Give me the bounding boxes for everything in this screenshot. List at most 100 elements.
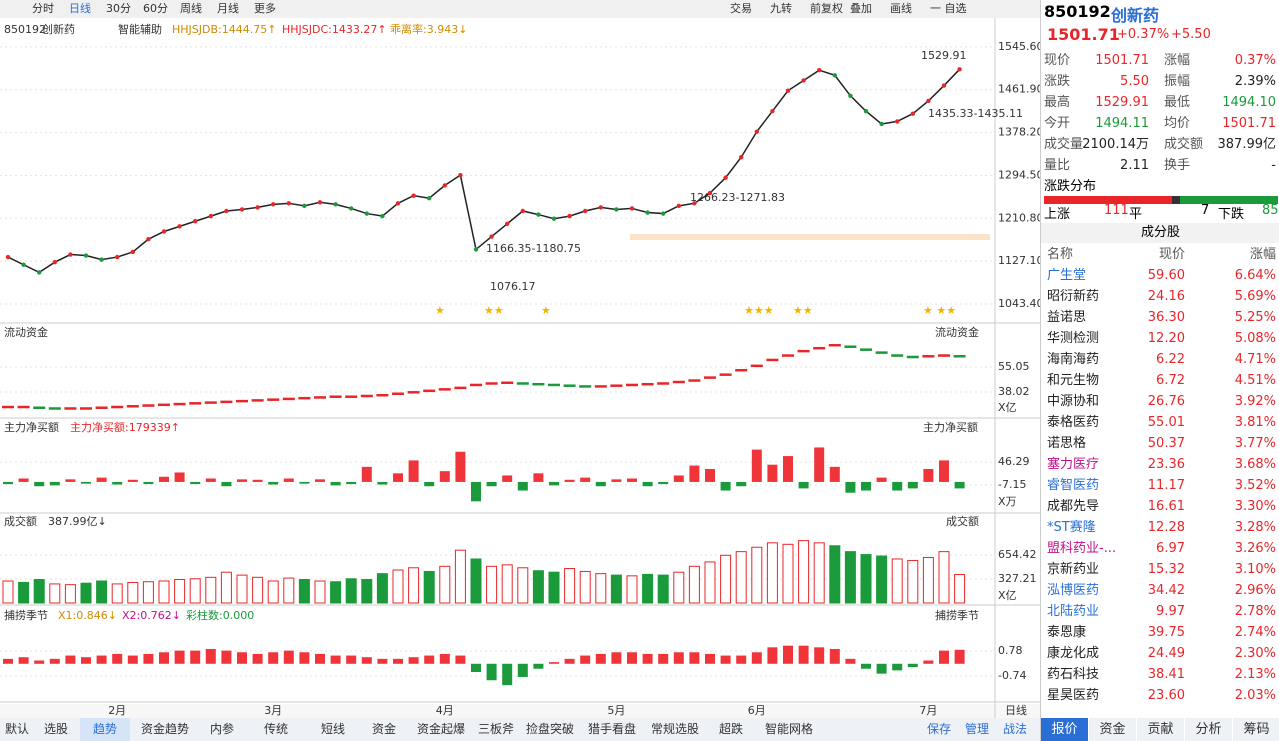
volume-bar xyxy=(252,576,264,604)
cons-row[interactable]: 睿智医药 11.17 3.52% xyxy=(1041,475,1279,496)
toolbar-tool: 交易 xyxy=(730,1,752,15)
cons-row[interactable]: 药石科技 38.41 2.13% xyxy=(1041,664,1279,685)
price-point xyxy=(520,208,525,214)
bottom-action[interactable]: 管理 xyxy=(964,722,989,736)
bar xyxy=(533,473,544,482)
bottom-tab[interactable]: 传统 xyxy=(263,722,288,736)
bottom-tab[interactable]: 内参 xyxy=(209,722,234,736)
bar xyxy=(3,658,13,664)
flat-label: 平 xyxy=(1129,207,1143,222)
bar xyxy=(190,481,201,485)
cons-name: 北陆药业 xyxy=(1047,604,1100,619)
cons-row[interactable]: 泰格医药 55.01 3.81% xyxy=(1041,412,1279,433)
volume-bar xyxy=(314,580,326,604)
star: ★ ★★ xyxy=(923,304,956,317)
cons-row[interactable]: 京新药业 15.32 3.10% xyxy=(1041,559,1279,580)
y-tick-label: 0.78 xyxy=(998,644,1023,657)
cons-row[interactable]: 诺思格 50.37 3.77% xyxy=(1041,433,1279,454)
annotation: 1166.35-1180.75 xyxy=(486,242,581,255)
price-point xyxy=(863,108,869,114)
cons-row[interactable]: 中源协和 26.76 3.92% xyxy=(1041,391,1279,412)
flow-mark xyxy=(423,389,436,393)
cons-name: 睿智医药 xyxy=(1047,478,1100,493)
bottom-action[interactable]: 战法 xyxy=(1002,722,1027,736)
toolbar-tab: 60分 xyxy=(143,2,168,15)
code: 850192 xyxy=(4,23,46,36)
bottom-tab[interactable]: 选股 xyxy=(43,722,68,736)
cons-row[interactable]: 成都先导 16.61 3.30% xyxy=(1041,496,1279,517)
bar xyxy=(96,477,107,482)
cons-row[interactable]: 海南海药 6.22 4.71% xyxy=(1041,349,1279,370)
cons-price: 9.97 xyxy=(1156,604,1185,619)
bar xyxy=(595,653,606,664)
cons-row[interactable]: 广生堂 59.60 6.64% xyxy=(1041,265,1279,286)
toolbar-tab: 30分 xyxy=(106,2,131,15)
bar xyxy=(736,655,747,664)
cons-name: 广生堂 xyxy=(1047,268,1087,283)
flow-mark xyxy=(485,382,498,385)
bar xyxy=(205,648,216,664)
cons-row[interactable]: 塞力医疗 23.36 3.68% xyxy=(1041,454,1279,475)
bar xyxy=(221,650,232,664)
cons-row[interactable]: 益诺思 36.30 5.25% xyxy=(1041,307,1279,328)
bar xyxy=(471,481,481,502)
annotation: 1435.33-1435.11 xyxy=(928,107,1023,120)
right-tab[interactable]: 资金 xyxy=(1089,718,1136,741)
right-tab[interactable]: 分析 xyxy=(1185,718,1232,741)
volume-bar xyxy=(142,581,154,604)
cons-row[interactable]: *ST赛隆 12.28 3.28% xyxy=(1041,517,1279,538)
volume-bar xyxy=(330,581,342,604)
cons-row[interactable]: 泰恩康 39.75 2.74% xyxy=(1041,622,1279,643)
flow-mark xyxy=(189,402,202,405)
bottom-tab[interactable]: 三板斧 xyxy=(477,722,514,736)
bar xyxy=(299,481,310,484)
price-point xyxy=(317,200,323,205)
cons-row[interactable]: 北陆药业 9.97 2.78% xyxy=(1041,601,1279,622)
y-tick-label: 1043.40 xyxy=(998,297,1040,310)
bottom-action[interactable]: 保存 xyxy=(926,722,951,736)
cons-row[interactable]: 泓博医药 34.42 2.96% xyxy=(1041,580,1279,601)
bottom-tab[interactable]: 资金趋势 xyxy=(140,722,189,736)
price-point xyxy=(193,219,198,224)
cons-pct: 3.10% xyxy=(1234,562,1276,577)
bottom-tab[interactable]: 智能网格 xyxy=(764,722,813,736)
cons-price: 11.17 xyxy=(1147,478,1185,493)
bottom-tab[interactable]: 资金起爆 xyxy=(416,722,465,736)
cons-pct: 2.74% xyxy=(1234,625,1276,640)
volume-bar xyxy=(392,569,404,604)
bar xyxy=(923,660,934,664)
cons-row[interactable]: 和元生物 6.72 4.51% xyxy=(1041,370,1279,391)
panel-title: 主力净买额 xyxy=(923,420,978,434)
cons-pct: 4.71% xyxy=(1234,352,1276,367)
bottom-tab[interactable]: 猎手看盘 xyxy=(587,722,636,736)
right-tab[interactable]: 贡献 xyxy=(1137,718,1184,741)
bottom-tab[interactable]: 常规选股 xyxy=(650,722,699,736)
cons-row[interactable]: 康龙化成 24.49 2.30% xyxy=(1041,643,1279,664)
volume-bar xyxy=(486,565,498,604)
price-point xyxy=(707,190,713,196)
cons-row[interactable]: 星昊医药 23.60 2.03% xyxy=(1041,685,1279,706)
volume-bar xyxy=(564,568,576,604)
volume-bar xyxy=(174,579,186,604)
bar xyxy=(221,481,232,487)
y-tick-label: 1545.60 xyxy=(998,40,1040,53)
bottom-tab[interactable]: 短线 xyxy=(320,722,345,736)
cons-price: 23.36 xyxy=(1147,457,1185,472)
bottom-tab[interactable]: 超跌 xyxy=(718,722,743,736)
bottom-tab[interactable]: 捡盘突破 xyxy=(525,722,574,736)
cons-row[interactable]: 盟科药业-... 6.97 3.26% xyxy=(1041,538,1279,559)
flow-mark xyxy=(672,380,685,384)
bottom-tab[interactable]: 资金 xyxy=(371,722,396,736)
price-point xyxy=(895,119,900,124)
right-tab[interactable]: 报价 xyxy=(1041,718,1088,741)
bottom-tab[interactable]: 趋势 xyxy=(80,718,130,741)
bottom-tab[interactable]: 默认 xyxy=(4,722,29,736)
flow-mark xyxy=(345,395,358,398)
cons-row[interactable]: 华测检测 12.20 5.08% xyxy=(1041,328,1279,349)
cons-row[interactable]: 昭衍新药 24.16 5.69% xyxy=(1041,286,1279,307)
right-tab[interactable]: 筹码 xyxy=(1233,718,1279,741)
volume-bar xyxy=(626,575,638,604)
volume-bar xyxy=(127,581,139,604)
flow-mark xyxy=(610,384,623,387)
quote-row: 量比 2.11 换手 - xyxy=(1041,155,1279,176)
